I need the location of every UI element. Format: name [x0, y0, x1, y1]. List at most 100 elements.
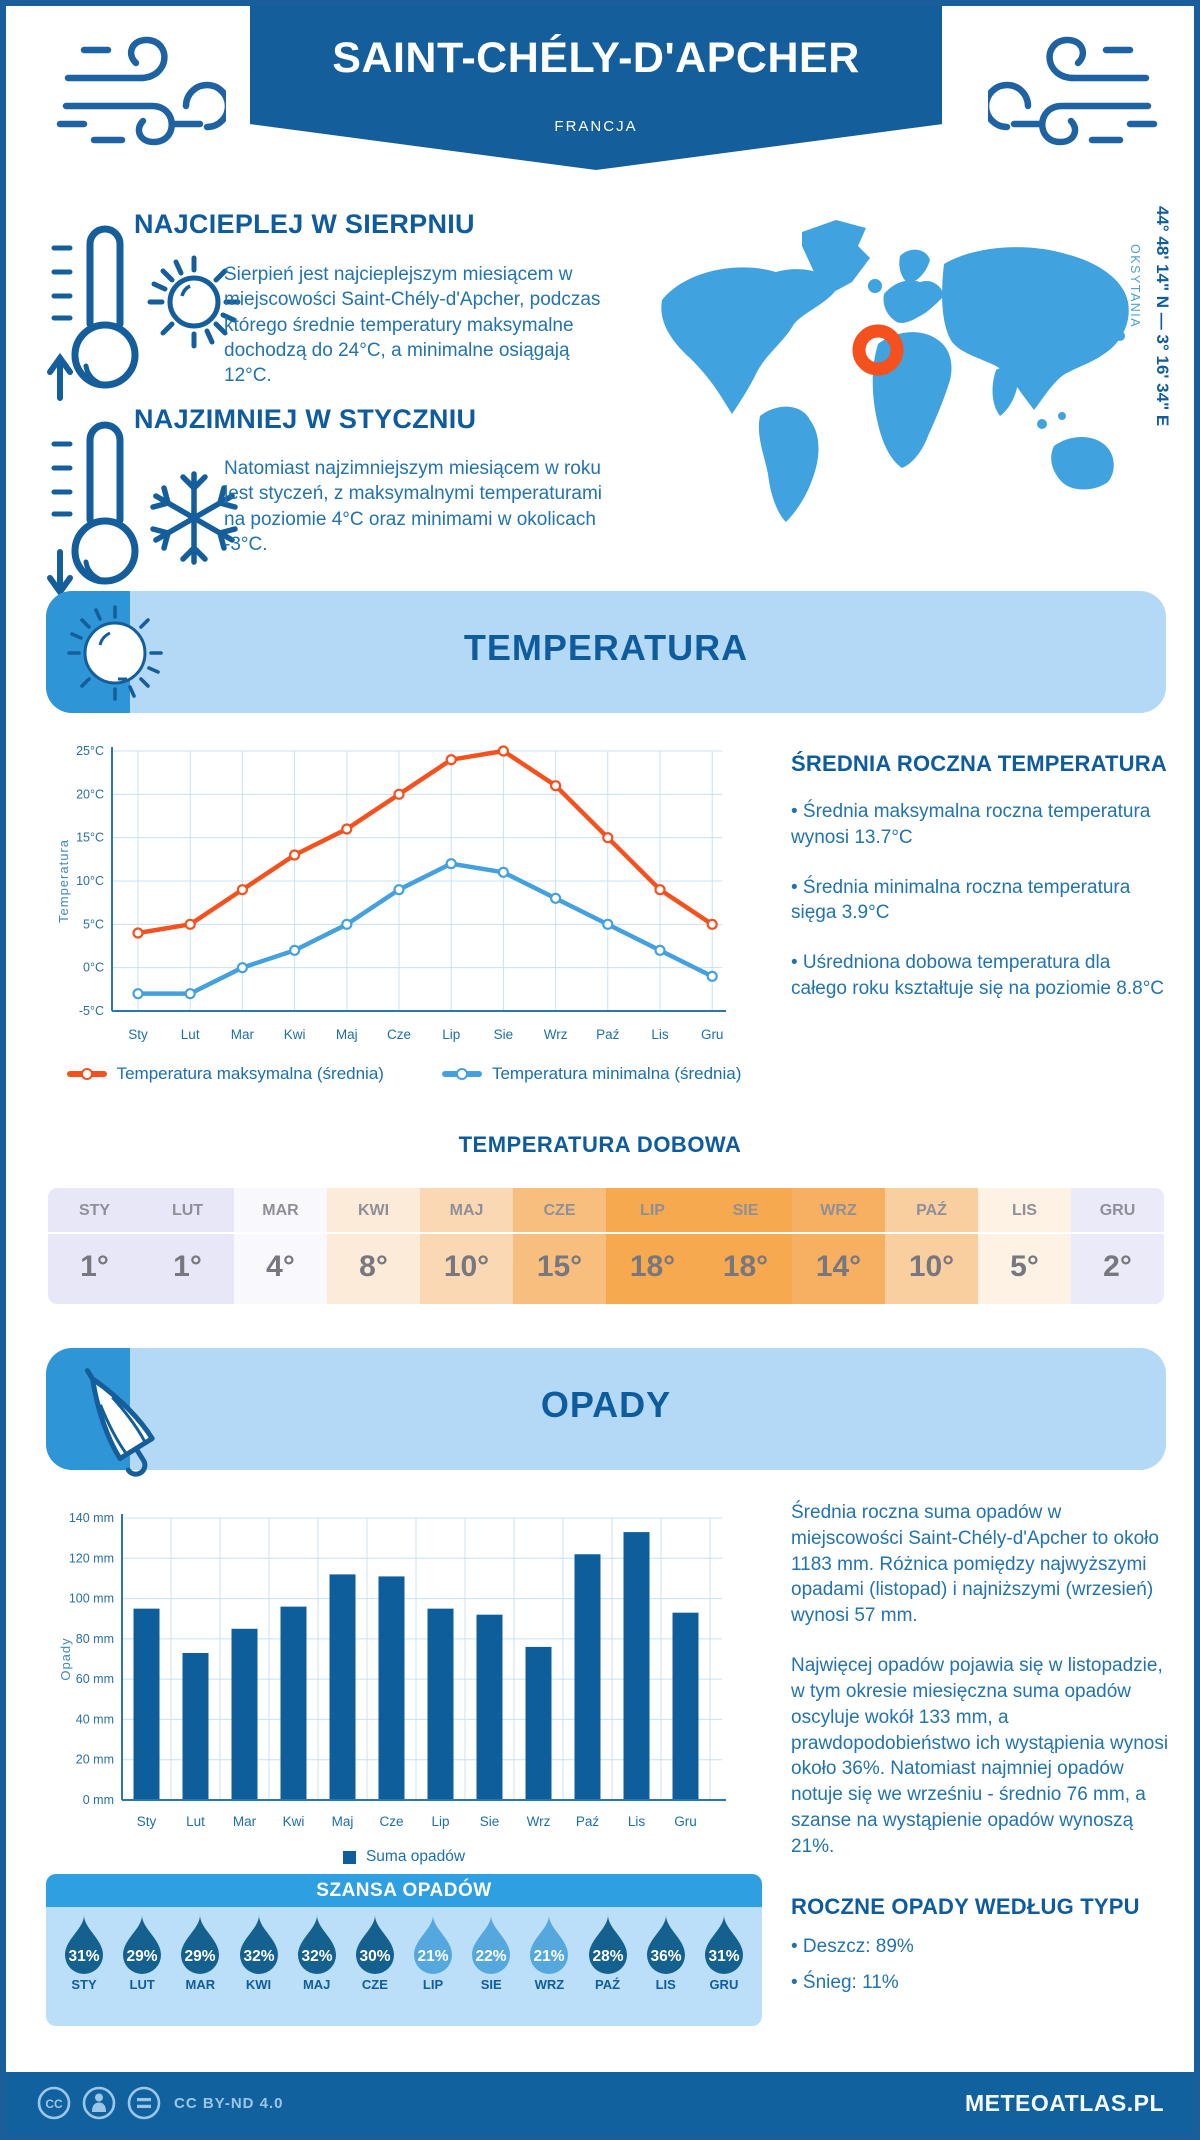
precipitation-chart-legend: Suma opadów — [54, 1848, 754, 1866]
raindrop-icon: 22% — [472, 1915, 511, 1974]
divider — [141, 1232, 234, 1234]
svg-text:21%: 21% — [418, 1948, 449, 1965]
highlight-cold-title: NAJZIMNIEJ W STYCZNIU — [134, 404, 477, 434]
legend-item: Temperatura minimalna (średnia) — [441, 1064, 741, 1084]
daily-table-value: 5° — [1010, 1250, 1039, 1283]
daily-table-value: 2° — [1103, 1250, 1132, 1283]
daily-table-value: 15° — [536, 1250, 583, 1283]
daily-table-cell: LUT 1° — [141, 1188, 234, 1304]
daily-table-month: CZE — [543, 1202, 576, 1219]
svg-text:32%: 32% — [301, 1948, 332, 1965]
svg-text:0°C: 0°C — [83, 961, 104, 975]
svg-text:Maj: Maj — [332, 1814, 354, 1829]
svg-text:Lis: Lis — [628, 1814, 646, 1829]
temperature-summary-title: ŚREDNIA ROCZNA TEMPERATURA — [791, 751, 1167, 776]
daily-table-month: LUT — [171, 1202, 204, 1219]
highlight-warm-text: Sierpień jest najcieplejszym miesiącem w… — [224, 264, 601, 387]
divider — [792, 1232, 885, 1234]
svg-text:-5°C: -5°C — [79, 1004, 104, 1018]
svg-text:29%: 29% — [185, 1948, 216, 1965]
daily-table-value: 18° — [722, 1250, 769, 1283]
daily-table-value: 10° — [443, 1250, 490, 1283]
svg-text:Lut: Lut — [181, 1027, 200, 1042]
svg-text:Mar: Mar — [231, 1027, 255, 1042]
page-title: SAINT-CHÉLY-D'APCHER — [332, 34, 860, 82]
daily-temperature-table: STY 1° LUT 1° MAR 4° KWI 8° MAJ 10° CZE 15° LIP 18° SI… — [48, 1188, 1164, 1304]
svg-text:Kwi: Kwi — [284, 1027, 306, 1042]
rain-chance-month: WRZ — [534, 1977, 565, 1992]
daily-table-value: 4° — [266, 1250, 295, 1283]
rain-chance-item: 30% CZE — [349, 1913, 401, 2026]
svg-text:Sty: Sty — [128, 1027, 148, 1042]
wind-icon — [56, 36, 226, 146]
divider — [885, 1232, 978, 1234]
svg-text:31%: 31% — [708, 1948, 739, 1965]
daily-table-cell: PAŹ 10° — [885, 1188, 978, 1304]
svg-text:25°C: 25°C — [76, 744, 104, 758]
divider — [978, 1232, 1071, 1234]
no-derivatives-icon — [127, 2086, 161, 2120]
raindrop-icon: 36% — [646, 1915, 685, 1974]
svg-text:Sie: Sie — [494, 1027, 514, 1042]
world-map — [644, 202, 1149, 527]
highlight-cold-text: Natomiast najzimniejszym miesiącem w rok… — [224, 458, 602, 555]
rain-chance-item: 31% GRU — [698, 1913, 750, 2026]
svg-text:22%: 22% — [476, 1948, 507, 1965]
daily-table-value: 8° — [359, 1250, 388, 1283]
divider — [420, 1232, 513, 1234]
precipitation-type-title: ROCZNE OPADY WEDŁUG TYPU — [791, 1893, 1140, 1919]
cc-license-icons: CC — [36, 2085, 162, 2121]
svg-text:Mar: Mar — [233, 1814, 257, 1829]
precipitation-type-bullet: • Deszcz: 89% — [791, 1935, 914, 1957]
highlight-warm-title: NAJCIEPLEJ W SIERPNIU — [134, 209, 475, 239]
rain-chance-item: 29% MAR — [174, 1913, 226, 2026]
precipitation-bar-chart: 0 mm 20 mm 40 mm 60 mm 80 mm 100 mm 120 mm 140 … — [58, 1511, 726, 1829]
umbrella-icon — [84, 1368, 155, 1477]
sun-icon — [67, 605, 163, 701]
legend-line-swatch — [441, 1068, 482, 1080]
temperature-summary: ŚREDNIA ROCZNA TEMPERATURA • Średnia mak… — [791, 751, 1171, 1026]
footer: CC CC BY-ND 4.0 METEOATLAS.PL — [6, 2072, 1194, 2134]
thermometer-up-icon — [47, 225, 139, 401]
sun-icon — [147, 255, 241, 349]
daily-table-cell: LIS 5° — [978, 1188, 1071, 1304]
divider — [48, 1232, 141, 1234]
divider — [699, 1232, 792, 1234]
precipitation-summary: Średnia roczna suma opadów w miejscowośc… — [791, 1500, 1171, 2005]
rain-chance-item: 36% LIS — [640, 1913, 692, 2026]
svg-text:Cze: Cze — [387, 1027, 411, 1042]
svg-text:Maj: Maj — [336, 1027, 358, 1042]
cc-icon: CC — [37, 2086, 71, 2120]
rain-chance-item: 32% KWI — [233, 1913, 285, 2026]
attribution-person-icon — [82, 2086, 116, 2120]
daily-table-cell: STY 1° — [48, 1188, 141, 1304]
daily-table-cell: MAR 4° — [234, 1188, 327, 1304]
raindrop-icon: 32% — [239, 1915, 278, 1974]
svg-text:100 mm: 100 mm — [69, 1592, 114, 1606]
svg-text:29%: 29% — [127, 1948, 158, 1965]
temperature-bullet: • Średnia minimalna roczna temperatura s… — [791, 876, 1131, 924]
svg-text:Kwi: Kwi — [283, 1814, 305, 1829]
daily-table-value: 14° — [815, 1250, 862, 1283]
coordinates-label: 44° 48' 14" N — 3° 16' 34" E — [1153, 206, 1172, 427]
daily-table-value: 10° — [908, 1250, 955, 1283]
temperature-bullet: • Uśredniona dobowa temperatura dla całe… — [791, 952, 1165, 1000]
rain-chance-item: 29% LUT — [116, 1913, 168, 2026]
svg-text:Sie: Sie — [480, 1814, 500, 1829]
daily-table-month: PAŹ — [916, 1202, 947, 1219]
rain-chance-month: SIE — [480, 1977, 502, 1992]
precipitation-section-banner: OPADY — [46, 1348, 1166, 1477]
daily-table-month: GRU — [1099, 1202, 1136, 1219]
daily-table-value: 1° — [173, 1250, 202, 1283]
temperature-section-title: TEMPERATURA — [463, 627, 749, 668]
wind-icon — [988, 36, 1158, 146]
daily-temperature-title: TEMPERATURA DOBOWA — [458, 1132, 742, 1157]
svg-text:32%: 32% — [243, 1948, 274, 1965]
daily-table-month: LIP — [640, 1202, 665, 1219]
thermometer-down-icon — [47, 421, 139, 598]
svg-text:Lut: Lut — [186, 1814, 205, 1829]
svg-text:36%: 36% — [650, 1948, 681, 1965]
svg-text:Cze: Cze — [379, 1814, 403, 1829]
svg-text:80 mm: 80 mm — [76, 1632, 114, 1646]
rain-chance-month: CZE — [361, 1977, 388, 1992]
